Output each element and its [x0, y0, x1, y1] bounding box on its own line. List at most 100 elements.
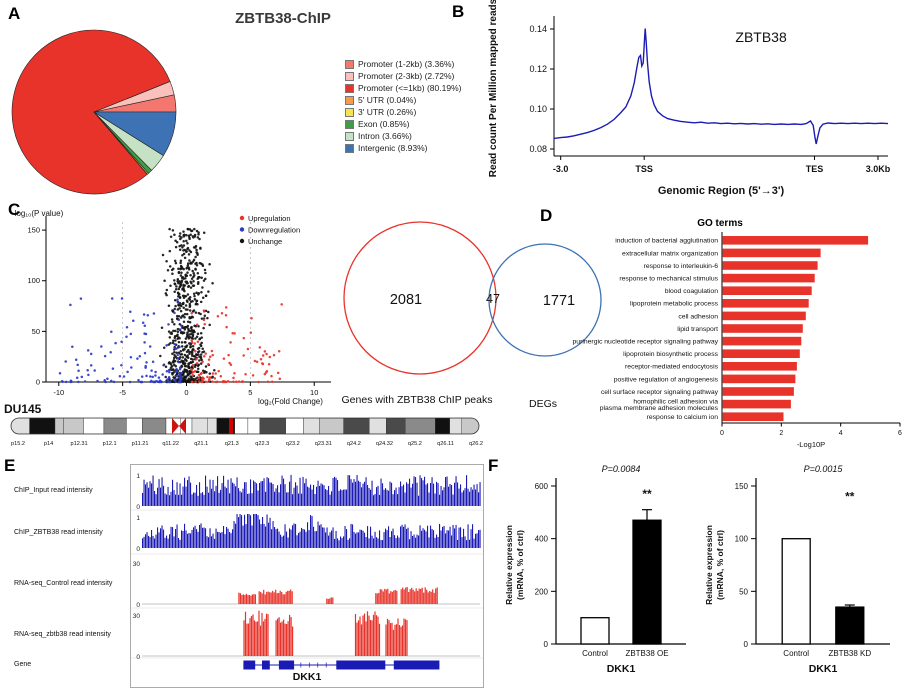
band-label: q25.2 — [408, 441, 422, 447]
go-bar — [722, 362, 797, 371]
band-label: q22.3 — [255, 441, 269, 447]
legend-label: Promoter (2-3kb) (2.72%) — [358, 71, 455, 81]
line-series — [553, 28, 889, 145]
gene-label: DKK1 — [607, 663, 636, 675]
y-tick-label: 0 — [544, 640, 549, 649]
track-label-rnaseq-zbtb38: RNA-seq_zbtb38 read intensity — [14, 631, 111, 638]
go-category-label: lipoprotein metabolic process — [630, 301, 719, 308]
x-axis-label: log₂(Fold Change) — [258, 397, 323, 406]
track-chip-zbtb38 — [142, 514, 481, 548]
venn-left-circle — [343, 221, 497, 375]
significance-marker: ** — [642, 487, 652, 501]
scatter-series-upregulation — [190, 303, 283, 384]
y-tick-label: 150 — [735, 482, 749, 491]
x-tick-label: 10 — [310, 388, 318, 397]
legend-label: Downregulation — [248, 226, 300, 235]
go-bar — [722, 311, 806, 321]
go-category-label: homophilic cell adhesion via — [633, 398, 718, 405]
pie-legend-item: Promoter (<=1kb) (80.19%) — [345, 84, 461, 93]
centromere-icon — [172, 418, 179, 434]
centromere-icon — [179, 418, 186, 434]
pie-legend-item: Promoter (2-3kb) (2.72%) — [345, 72, 461, 81]
track-scale: 30 — [133, 613, 141, 620]
legend-label: Promoter (<=1kb) (80.19%) — [358, 83, 462, 93]
inside-label: ZBTB38 — [735, 29, 787, 45]
x-tick-label: TES — [806, 164, 824, 174]
y-tick-label: 600 — [535, 482, 549, 491]
legend-label: Promoter (1-2kb) (3.36%) — [358, 59, 455, 69]
band-label: q21.3 — [225, 441, 239, 447]
band-label: q21.1 — [194, 441, 208, 447]
go-chart-title: GO terms — [697, 218, 743, 229]
track-scale: 1 — [136, 473, 140, 480]
track-label-gene: Gene — [14, 661, 32, 668]
go-category-label: response to calcium ion — [647, 414, 719, 421]
category-label: Control — [783, 649, 809, 658]
y-tick-label: 0 — [744, 640, 749, 649]
y-axis-label: -log₁₀(P value) — [12, 209, 64, 218]
go-bar — [722, 273, 815, 283]
go-category-label: lipoprotein biosynthetic process — [623, 351, 718, 358]
legend-swatch — [345, 84, 354, 93]
go-category-label: positive regulation of angiogenesis — [614, 376, 719, 383]
pie-legend-item: Intron (3.66%) — [345, 132, 461, 141]
gene-name-label: DKK1 — [292, 671, 322, 683]
pie-legend-item: 3' UTR (0.26%) — [345, 108, 461, 117]
go-category-label: cell surface receptor signaling pathway — [601, 389, 719, 396]
y-tick-label: 150 — [27, 226, 40, 235]
band-label: q23.31 — [315, 441, 332, 447]
significance-marker: ** — [845, 490, 855, 504]
band-label: p12.31 — [71, 441, 88, 447]
x-axis-label: -Log10P — [797, 440, 825, 449]
x-axis-label: Genomic Region (5'→3') — [658, 185, 785, 197]
pie-chart-title: ZBTB38-ChIP — [235, 10, 331, 27]
x-tick-label: 5 — [248, 388, 252, 397]
go-bar — [722, 261, 818, 270]
venn-left-label: Genes with ZBTB38 ChIP peaks — [341, 394, 493, 406]
x-tick-label: 6 — [898, 430, 902, 437]
y-tick-label: 100 — [735, 535, 749, 544]
pie-slice — [11, 29, 171, 195]
x-tick-label: -10 — [53, 388, 64, 397]
bar — [835, 606, 865, 645]
go-category-label: extracellular matrix organization — [622, 250, 718, 257]
band-label: q26.2 — [469, 441, 483, 447]
go-bar — [722, 412, 784, 421]
go-bar — [722, 374, 796, 384]
pie-slice — [92, 111, 177, 157]
x-tick-label: -3.0 — [553, 164, 569, 174]
legend-swatch — [345, 120, 354, 129]
legend-label: Intron (3.66%) — [358, 131, 412, 141]
go-bar — [722, 399, 791, 409]
track-rnaseq-zbtb38 — [142, 610, 480, 657]
legend-swatch — [345, 132, 354, 141]
legend-label: Unchange — [248, 237, 282, 246]
track-label-rnaseq-control: RNA-seq_Control read intensity — [14, 580, 113, 587]
panel-b-label: B — [452, 2, 465, 21]
legend-label: Exon (0.85%) — [358, 119, 410, 129]
legend-swatch — [345, 72, 354, 81]
bar — [781, 538, 811, 645]
x-tick-label: 2 — [779, 430, 783, 437]
legend-label: 3' UTR (0.26%) — [358, 107, 417, 117]
band-label: q24.2 — [347, 441, 361, 447]
panel-c-label: C — [8, 200, 21, 219]
legend-label: Intergenic (8.93%) — [358, 143, 428, 153]
metagene-line-chart: 0.08 0.10 0.12 0.14 -3.0 TSS TES 3.0Kb ZBTB38 Rea… — [488, 0, 891, 197]
qpcr-bar-chart-oe: 0 200 400 600 Control ZBTB38 OE ** P=0.0084 Rela… — [504, 464, 686, 675]
y-tick-label: 0 — [36, 378, 40, 387]
go-bar — [722, 324, 803, 333]
go-category-label: receptor-mediated endocytosis — [625, 364, 719, 371]
go-bar — [722, 336, 802, 346]
x-tick-label: TSS — [635, 164, 653, 174]
scatter-series-downregulation — [58, 297, 183, 384]
volcano-plot: 0 50 100 150 -10 -5 0 5 10 Upregulation Downregula… — [12, 209, 331, 406]
p-value-label: P=0.0084 — [602, 464, 641, 474]
category-label: Control — [582, 649, 608, 658]
category-label: ZBTB38 OE — [625, 649, 668, 658]
panel-a-label: A — [8, 4, 21, 23]
go-bar — [722, 248, 821, 258]
track-label-chip-input: ChIP_Input read intensity — [14, 487, 93, 494]
go-category-label: response to mechanical stimulus — [619, 276, 718, 283]
